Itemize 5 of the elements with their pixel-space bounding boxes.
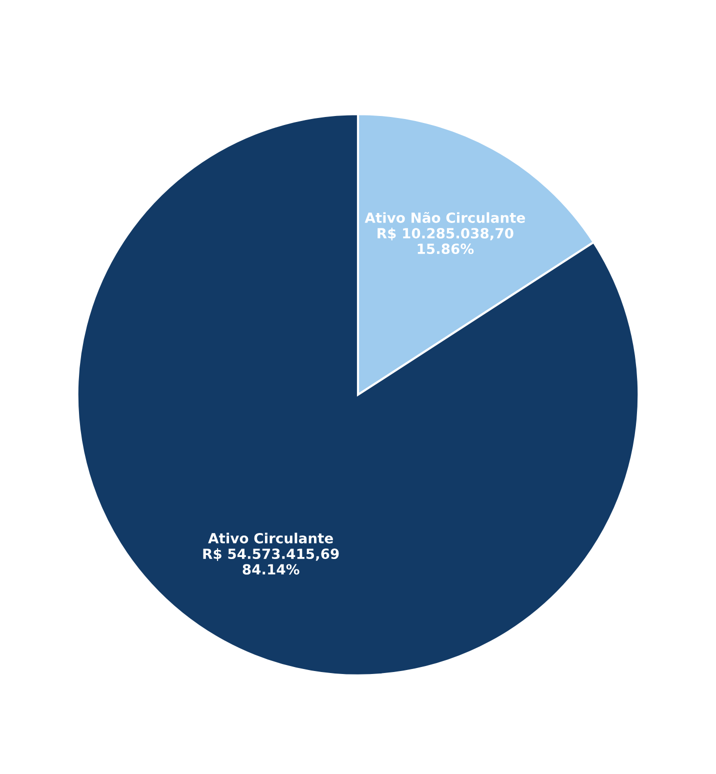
data-label: R$ 54.573.415,69 84.14% — [203, 548, 339, 575]
slice-label: Ativo Circulante — [208, 532, 333, 544]
data-label: R$ 10.285.038,70 15.86% — [378, 228, 514, 254]
slice-label: Ativo Não Circulante — [364, 212, 525, 223]
pie-slice — [76, 113, 640, 676]
